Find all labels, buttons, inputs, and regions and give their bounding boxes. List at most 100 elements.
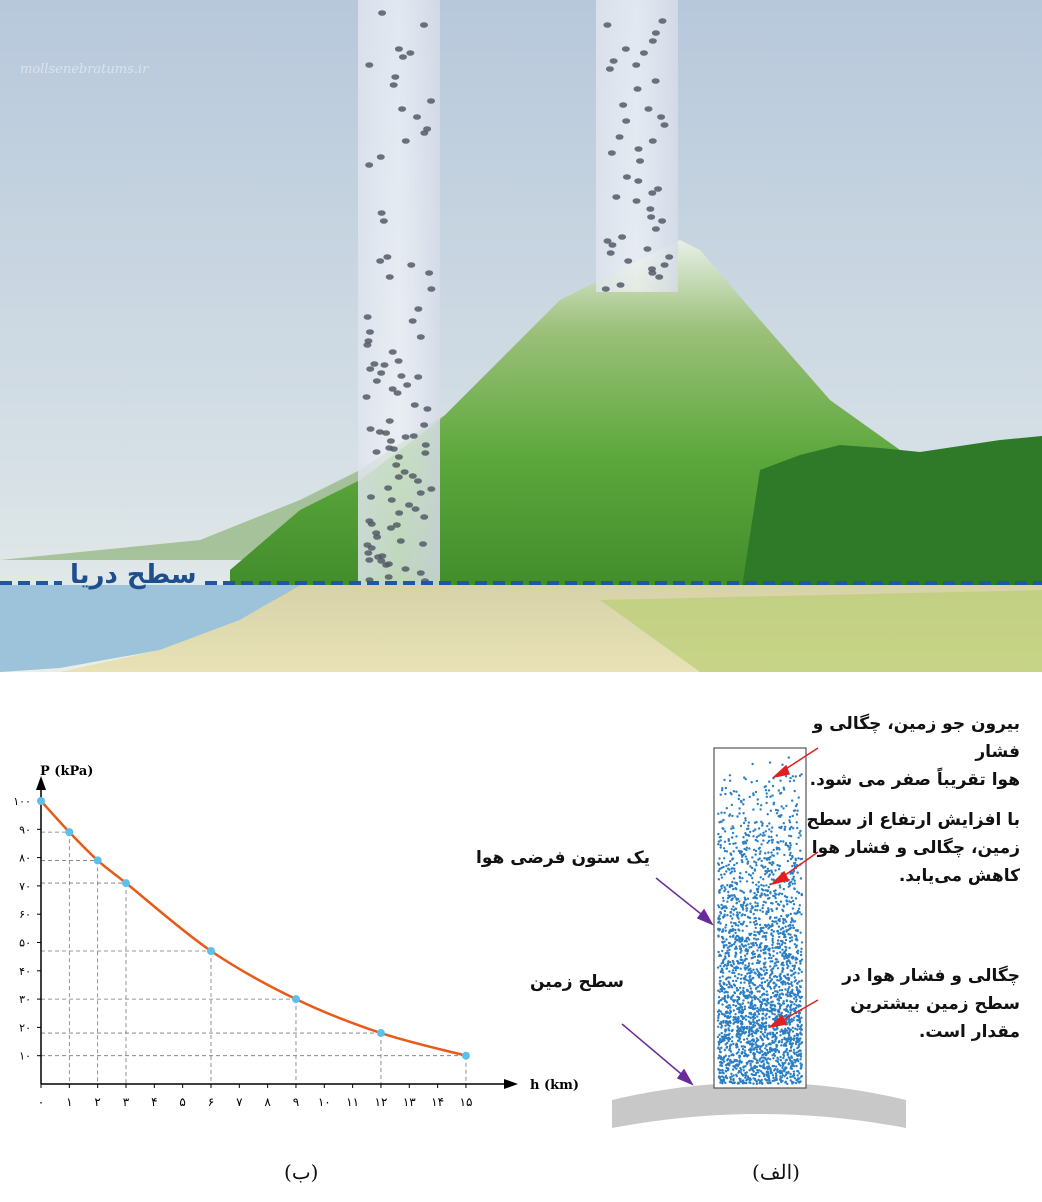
air-dot [779, 1030, 782, 1033]
air-dot [754, 853, 757, 856]
air-dot [754, 1073, 757, 1077]
air-dot [776, 930, 779, 933]
air-dot [743, 1016, 746, 1019]
air-dot [795, 821, 798, 824]
air-dot [718, 914, 721, 917]
air-molecule [398, 106, 407, 112]
air-dot [781, 1079, 784, 1083]
air-molecule [379, 218, 388, 224]
air-dot [792, 967, 796, 971]
air-dot [717, 1057, 720, 1060]
air-molecule [420, 22, 429, 28]
air-dot [742, 836, 745, 839]
air-dot [741, 904, 745, 907]
air-molecule [391, 74, 400, 80]
air-dot [776, 952, 779, 955]
air-dot [785, 1005, 789, 1008]
air-dot [790, 981, 793, 984]
air-dot [800, 941, 804, 944]
air-dot [778, 989, 782, 992]
air-dot [778, 903, 781, 907]
air-dot [778, 974, 781, 977]
air-dot [725, 1028, 728, 1032]
air-dot [755, 944, 759, 947]
air-dot [764, 894, 767, 897]
air-dot [722, 928, 725, 931]
air-dot [747, 824, 750, 827]
air-dot [753, 868, 756, 871]
air-dot [747, 1030, 751, 1033]
air-dot [785, 993, 788, 996]
y-tick-label: ۵۰ [19, 937, 31, 950]
air-molecule [603, 238, 612, 244]
air-dot [799, 996, 802, 1000]
air-molecule [366, 366, 375, 372]
air-dot [754, 926, 757, 930]
air-dot [732, 1009, 735, 1012]
air-dot [718, 906, 721, 909]
air-dot [737, 794, 741, 797]
air-dot [784, 938, 788, 942]
air-dot [738, 986, 742, 989]
air-dot [720, 1035, 724, 1038]
air-dot [724, 952, 727, 955]
air-dot [798, 990, 802, 993]
air-dot [746, 833, 750, 837]
air-dot [734, 881, 737, 884]
air-dot [790, 1008, 794, 1011]
air-molecule [394, 474, 403, 480]
air-dot [768, 1015, 771, 1019]
air-molecule [408, 473, 417, 479]
air-dot [762, 878, 765, 881]
air-molecule [622, 174, 631, 180]
air-dot [718, 976, 722, 979]
air-dot [730, 1072, 733, 1075]
air-dot [725, 1005, 728, 1008]
air-dot [793, 1052, 796, 1055]
air-dot [718, 867, 721, 871]
air-dot [732, 1042, 735, 1046]
air-dot [791, 1030, 795, 1033]
air-dot [735, 846, 738, 849]
air-dot [760, 883, 763, 887]
air-dot [720, 1031, 723, 1035]
air-molecule [414, 374, 423, 380]
air-molecule [385, 418, 394, 424]
air-dot [746, 1037, 749, 1040]
air-molecule [401, 138, 410, 144]
air-dot [761, 1053, 764, 1057]
air-dot [736, 977, 739, 980]
note-top-line2: هوا تقریباً صفر می شود. [809, 770, 1020, 790]
air-dot [767, 1024, 771, 1027]
air-dot [788, 940, 792, 943]
air-dot [775, 848, 779, 851]
air-dot [757, 1012, 761, 1016]
air-dot [784, 1081, 787, 1084]
air-dot [741, 1009, 745, 1012]
air-dot [793, 863, 796, 867]
air-dot [760, 926, 764, 930]
air-dot [771, 909, 774, 913]
air-dot [718, 1033, 721, 1036]
air-dot [747, 1054, 750, 1057]
x-tick-label: ۵ [179, 1095, 185, 1109]
air-dot [739, 951, 742, 954]
air-molecule [648, 38, 657, 44]
air-dot [718, 979, 722, 983]
air-dot [783, 853, 786, 857]
air-dot [747, 1020, 751, 1023]
air-dot [794, 993, 797, 996]
air-molecule [388, 349, 397, 355]
data-point [37, 797, 45, 805]
air-dot [789, 1005, 792, 1008]
air-dot [768, 952, 771, 955]
air-dot [762, 831, 765, 834]
data-points [37, 797, 470, 1060]
air-dot [778, 917, 781, 921]
air-dot [783, 974, 786, 978]
air-dot [752, 835, 755, 838]
air-molecule [372, 449, 381, 455]
air-dot [731, 825, 734, 828]
air-dot [770, 1007, 774, 1011]
x-tick-label: ۲ [94, 1095, 100, 1109]
